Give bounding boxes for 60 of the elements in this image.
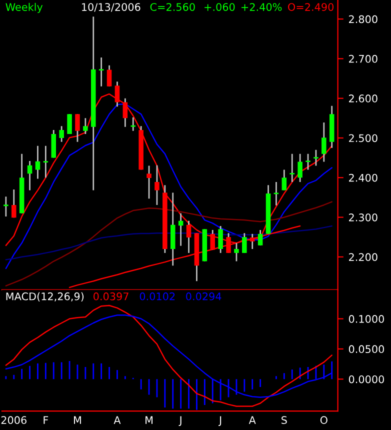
annotation: O=2.490 <box>288 3 334 11</box>
candlestick <box>98 56 104 88</box>
candlestick <box>67 113 72 135</box>
line-series <box>5 304 332 407</box>
candlestick <box>218 225 223 254</box>
x-tick-label: O <box>320 416 328 424</box>
annotation: C=2.560 <box>150 3 195 11</box>
annotation: +.060 <box>204 3 235 11</box>
candlestick <box>322 122 326 162</box>
x-tick-label: M <box>146 416 152 424</box>
annotation: 0.0294 <box>186 292 222 300</box>
line-series <box>5 201 332 286</box>
candlestick <box>234 242 239 262</box>
candlestick <box>51 129 56 158</box>
y-tick-label: 0.0000 <box>348 375 384 384</box>
candlestick <box>242 232 247 254</box>
y-tick-label: 2.400 <box>349 174 378 182</box>
chart-title: Weekly <box>6 2 43 13</box>
candlestick <box>146 165 152 200</box>
x-tick-label: 2006 <box>1 416 26 424</box>
annotation: 10/13/2006 <box>82 3 140 12</box>
x-tick-label: A <box>248 416 256 424</box>
candlestick <box>298 153 302 183</box>
x-tick-label: A <box>114 416 121 424</box>
x-tick-label: J <box>218 416 222 426</box>
candlestick <box>154 164 160 206</box>
x-tick-label: S <box>282 416 287 424</box>
candlestick <box>35 145 40 180</box>
candlestick <box>258 229 263 246</box>
annotation: 0.0102 <box>140 292 175 300</box>
y-tick-label: 2.700 <box>349 54 378 63</box>
candlestick <box>11 188 16 218</box>
candlestick <box>130 116 136 132</box>
line-series <box>5 103 332 270</box>
annotation: 0.0397 <box>94 292 128 300</box>
chart-title: MACD(12,26,9) <box>6 292 84 302</box>
line-series <box>5 225 332 260</box>
candlestick <box>282 168 287 191</box>
y-tick-label: 0.1000 <box>348 315 384 323</box>
candlestick <box>75 113 80 143</box>
candlestick <box>2 196 10 218</box>
y-tick-label: 2.300 <box>349 213 378 222</box>
candlestick <box>312 149 320 166</box>
candlestick <box>289 153 296 183</box>
x-tick-label: J <box>178 416 182 426</box>
y-tick-label: 2.200 <box>349 253 378 262</box>
y-tick-label: 2.600 <box>349 94 378 102</box>
candlestick <box>304 153 312 170</box>
annotation: +2.40% <box>242 3 282 11</box>
candlestick <box>59 125 64 143</box>
x-tick-label: M <box>74 416 81 424</box>
candlestick <box>42 145 49 178</box>
y-tick-label: 0.0500 <box>348 345 384 354</box>
candlestick <box>83 117 88 135</box>
candlestick <box>106 64 112 88</box>
y-tick-label: 2.500 <box>349 134 378 142</box>
y-tick-label: 2.800 <box>349 15 378 24</box>
x-tick-label: F <box>44 416 48 424</box>
candlestick <box>122 98 128 128</box>
candlestick <box>27 160 32 191</box>
